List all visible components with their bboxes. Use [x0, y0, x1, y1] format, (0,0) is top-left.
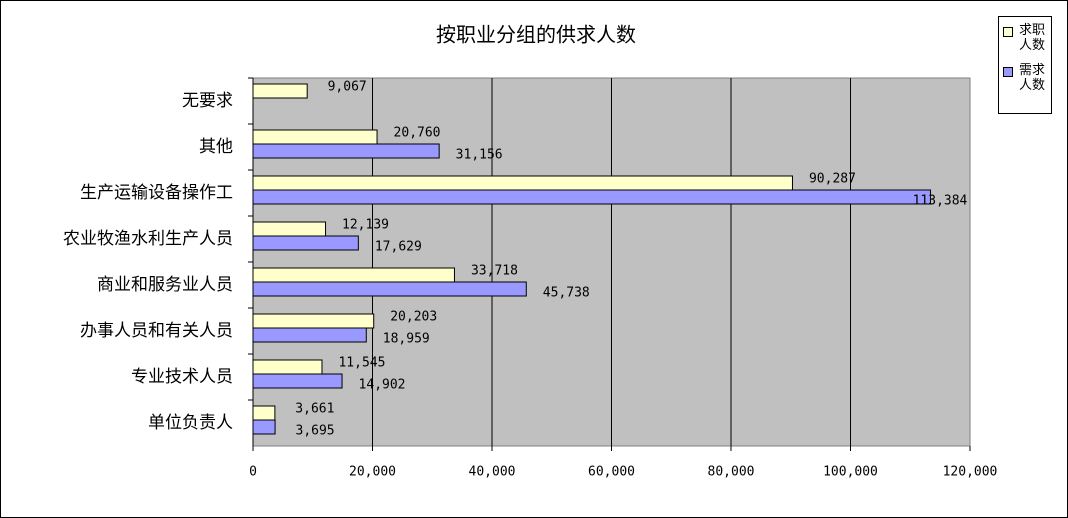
bar	[252, 175, 793, 191]
data-label: 31,156	[456, 148, 503, 163]
data-label: 11,545	[338, 356, 385, 371]
bar	[252, 83, 308, 99]
legend-swatch	[1003, 67, 1013, 77]
y-tick-label: 生产运输设备操作工	[80, 183, 233, 203]
y-tick-label: 办事人员和有关人员	[80, 321, 233, 341]
legend-swatch	[1003, 27, 1013, 37]
data-label: 12,139	[342, 218, 389, 233]
x-tick-label: 0	[249, 465, 257, 480]
y-tick-label: 无要求	[182, 91, 233, 111]
y-tick-label: 单位负责人	[148, 413, 233, 433]
bar	[252, 405, 276, 421]
x-tick-label: 20,000	[349, 465, 396, 480]
data-label: 113,384	[913, 194, 968, 209]
y-tick-label: 其他	[199, 137, 233, 157]
legend-item: 求职人数	[1003, 23, 1047, 53]
legend-label: 求职人数	[1018, 23, 1045, 53]
data-label: 14,902	[359, 378, 406, 393]
bar	[252, 313, 375, 329]
bar	[252, 327, 367, 343]
bar	[252, 373, 343, 389]
bar	[252, 221, 327, 237]
data-label: 18,959	[383, 332, 430, 347]
data-label: 20,760	[394, 126, 441, 141]
bar	[252, 281, 527, 297]
data-label: 45,738	[543, 286, 590, 301]
data-label: 3,695	[296, 424, 335, 439]
legend: 求职人数 需求人数	[998, 16, 1052, 114]
bar	[252, 189, 931, 205]
y-tick-label: 商业和服务业人员	[97, 275, 233, 295]
legend-item: 需求人数	[1003, 63, 1047, 93]
x-tick-label: 100,000	[823, 465, 878, 480]
bar	[252, 359, 323, 375]
legend-label: 需求人数	[1018, 63, 1045, 93]
y-tick-label: 专业技术人员	[131, 367, 233, 387]
x-tick-label: 80,000	[708, 465, 755, 480]
x-tick-label: 60,000	[588, 465, 635, 480]
data-label: 9,067	[328, 80, 367, 95]
bar	[252, 267, 455, 283]
chart-title: 按职业分组的供求人数	[436, 23, 636, 47]
data-label: 20,203	[390, 310, 437, 325]
data-label: 90,287	[809, 172, 856, 187]
bar	[252, 143, 440, 159]
bar	[252, 235, 359, 251]
bar	[252, 129, 378, 145]
data-label: 17,629	[375, 240, 422, 255]
data-label: 33,718	[471, 264, 518, 279]
x-tick-label: 120,000	[943, 465, 998, 480]
x-tick-label: 40,000	[469, 465, 516, 480]
data-label: 3,661	[295, 402, 334, 417]
bar	[252, 419, 276, 435]
y-tick-label: 农业牧渔水利生产人员	[63, 229, 233, 249]
